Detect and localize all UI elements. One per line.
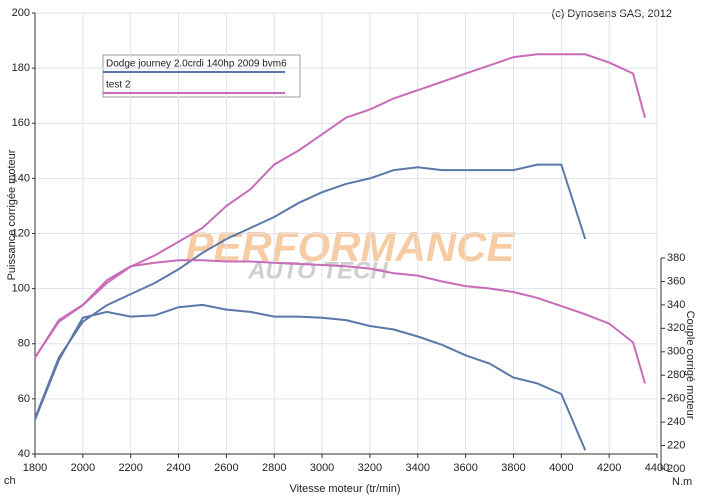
x-tick-label: 3600 (453, 462, 477, 474)
y2-tick-label: 360 (667, 275, 685, 287)
x-axis-label: Vitesse moteur (tr/min) (289, 483, 400, 495)
y-tick-label: 140 (12, 172, 30, 184)
copyright: (c) Dynosens SAS, 2012 (552, 8, 672, 20)
data-line (34, 53, 646, 359)
y-tick-label: 100 (12, 283, 30, 295)
x-tick-label: 4400 (645, 462, 669, 474)
x-tick-label: 2000 (71, 462, 95, 474)
y2-tick-label: 260 (667, 393, 685, 405)
y-tick-label: 40 (18, 448, 30, 460)
y-tick-label: 180 (12, 62, 30, 74)
x-tick-label: 4200 (597, 462, 621, 474)
legend-label: Dodge journey 2.0crdi 140hp 2009 bvm6 (106, 59, 287, 70)
y2-tick-label: 300 (667, 346, 685, 358)
x-tick-label: 3200 (358, 462, 382, 474)
y-tick-label: 120 (12, 227, 30, 239)
y2-tick-label: 280 (667, 369, 685, 381)
data-line (34, 163, 587, 419)
x-tick-label: 3000 (310, 462, 334, 474)
x-tick-label: 4000 (549, 462, 573, 474)
y2-tick-label: 380 (667, 252, 685, 264)
data-line (34, 259, 646, 384)
legend (102, 54, 301, 98)
y2-axis-label: Couple corrigé moteur (684, 311, 696, 420)
y-tick-label: 80 (18, 338, 30, 350)
watermark: AUTO TECH (247, 257, 388, 284)
y-unit: ch (4, 475, 16, 487)
data-line (34, 303, 587, 451)
y2-tick-label: 200 (667, 463, 685, 475)
y-tick-label: 60 (18, 393, 30, 405)
x-tick-label: 2600 (214, 462, 238, 474)
x-tick-label: 3400 (406, 462, 430, 474)
legend-label: test 2 (106, 80, 131, 91)
y2-tick-label: 340 (667, 299, 685, 311)
y-axis-label: Puissance corrigée moteur (6, 149, 18, 280)
y2-unit: N.m (672, 476, 692, 488)
y-tick-label: 160 (12, 117, 30, 129)
y-tick-label: 200 (12, 7, 30, 19)
x-tick-label: 2200 (118, 462, 142, 474)
y2-tick-label: 320 (667, 322, 685, 334)
x-tick-label: 3800 (501, 462, 525, 474)
y2-tick-label: 240 (667, 416, 685, 428)
y2-tick-label: 220 (667, 439, 685, 451)
x-tick-label: 2800 (262, 462, 286, 474)
x-tick-label: 2400 (166, 462, 190, 474)
x-tick-label: 1800 (23, 462, 47, 474)
